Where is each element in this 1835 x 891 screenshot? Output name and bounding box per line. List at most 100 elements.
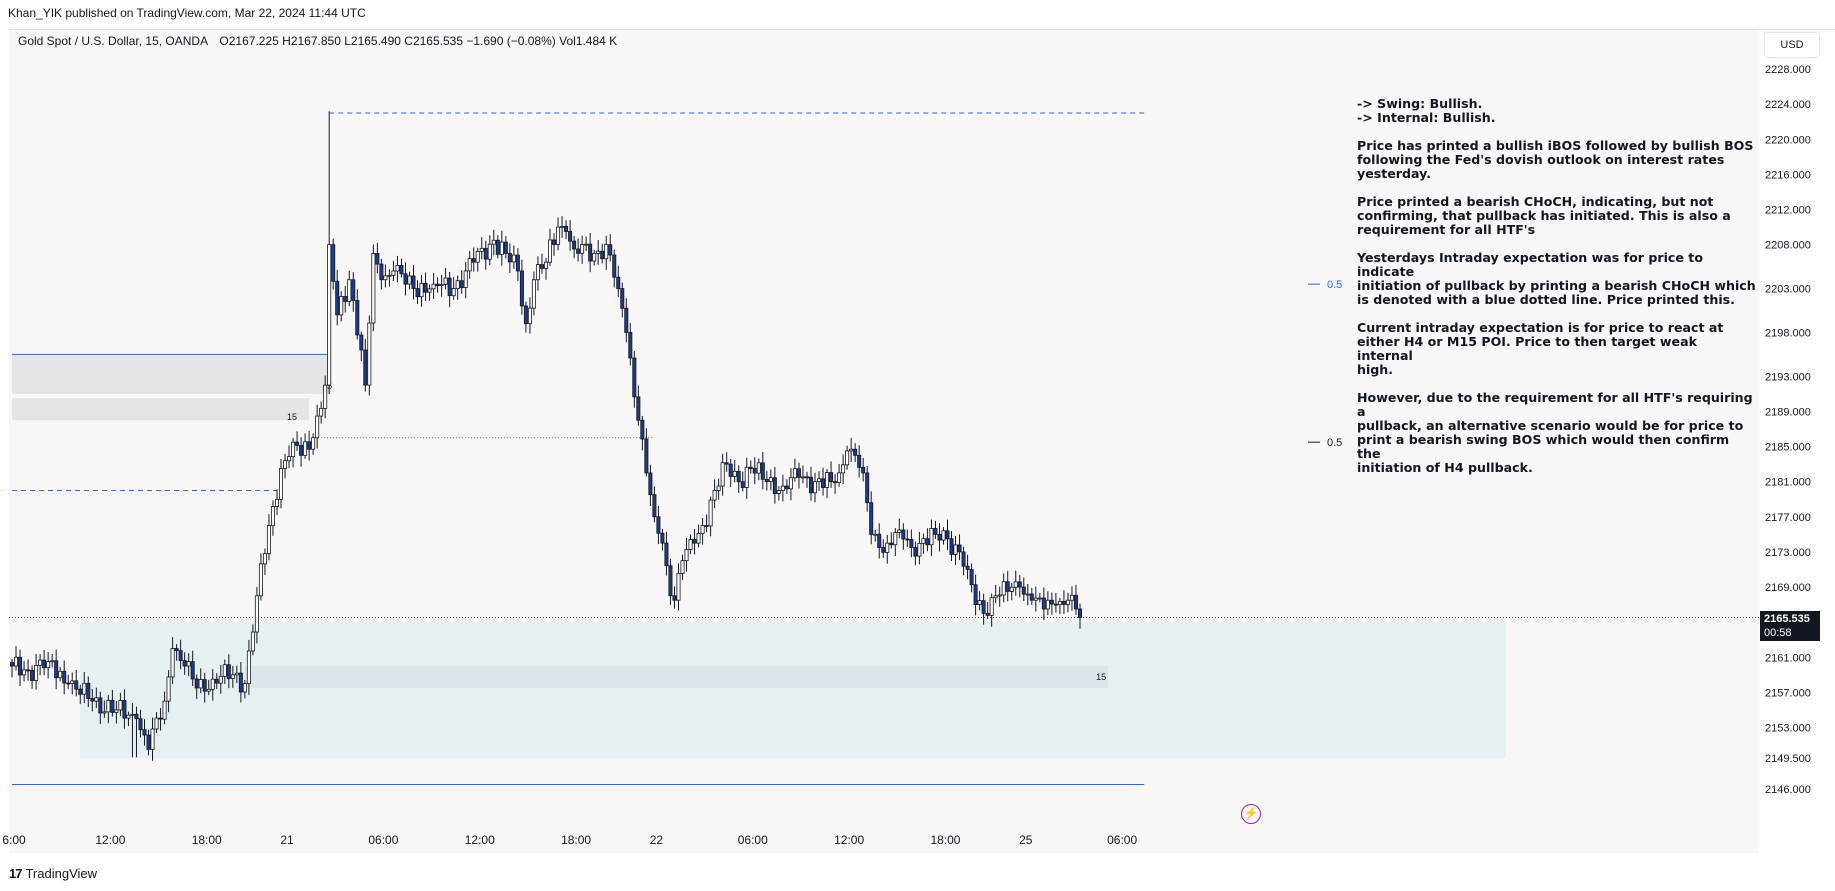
note-paragraph: However, due to the requirement for all … <box>1357 391 1757 475</box>
bear-candle <box>423 282 428 293</box>
note-line: initiation of H4 pullback. <box>1357 460 1533 475</box>
bear-candle <box>1029 593 1034 601</box>
bull-candle <box>548 239 553 263</box>
note-line: yesterday. <box>1357 166 1431 181</box>
y-tick-label: 2193.000 <box>1765 371 1811 383</box>
bull-candle <box>680 560 685 574</box>
x-tick-label: 18:00 <box>561 833 591 847</box>
bear-candle <box>9 662 14 667</box>
y-tick-label: 2220.000 <box>1765 134 1811 146</box>
bear-candle <box>961 551 966 567</box>
bull-candle <box>825 472 830 488</box>
bull-candle <box>311 437 316 450</box>
bull-candle <box>1045 599 1050 610</box>
bear-candle <box>672 595 677 601</box>
bear-candle <box>190 661 195 680</box>
bull-candle <box>708 499 713 527</box>
note-line: print a bearish swing BOS which would th… <box>1357 432 1730 461</box>
x-tick-label: 06:00 <box>368 833 398 847</box>
fib-label: 0.5 <box>1327 279 1342 291</box>
bull-candle <box>150 728 155 750</box>
bear-candle <box>42 659 47 669</box>
bear-candle <box>146 734 151 750</box>
bull-candle <box>780 485 785 491</box>
note-line: initiation of pullback by printing a bea… <box>1357 278 1756 293</box>
x-tick-label: 18:00 <box>192 833 222 847</box>
bear-candle <box>937 533 942 541</box>
bear-candle <box>523 305 528 325</box>
y-tick-label: 2212.000 <box>1765 205 1811 217</box>
bear-candle <box>1049 599 1054 605</box>
bear-candle <box>985 612 990 616</box>
bull-candle <box>118 700 123 711</box>
bull-candle <box>439 284 444 287</box>
bear-candle <box>660 532 665 544</box>
bear-candle <box>30 670 35 681</box>
bear-candle <box>857 454 862 468</box>
bull-candle <box>941 530 946 541</box>
bear-candle <box>158 717 163 720</box>
x-tick-label: 12:00 <box>95 833 125 847</box>
bear-candle <box>307 441 312 450</box>
bull-candle <box>788 477 793 490</box>
internal-bias: -> Internal: Bullish. <box>1357 110 1496 125</box>
bull-candle <box>776 490 781 494</box>
bear-candle <box>889 542 894 546</box>
bull-candle <box>291 441 296 457</box>
bull-candle <box>126 714 131 719</box>
bear-candle <box>1005 581 1010 592</box>
bear-candle <box>740 481 745 488</box>
bull-candle <box>198 679 203 689</box>
bear-candle <box>692 539 697 544</box>
bear-candle <box>612 254 617 278</box>
bull-candle <box>274 498 279 507</box>
bull-candle <box>186 661 191 667</box>
bear-candle <box>965 565 970 570</box>
bear-candle <box>403 273 408 285</box>
volume-value: Vol1.484 K <box>559 34 618 48</box>
bull-candle <box>315 415 320 439</box>
bear-candle <box>351 279 356 301</box>
bear-candle <box>833 481 838 484</box>
bear-candle <box>853 448 858 456</box>
bull-candle <box>102 711 107 714</box>
bear-candle <box>644 438 649 474</box>
y-tick-label: 2177.000 <box>1765 512 1811 524</box>
currency-button[interactable]: USD <box>1764 32 1820 58</box>
bull-candle <box>463 270 468 289</box>
ohlc-close: C2165.535 <box>404 34 464 48</box>
y-tick-label: 2189.000 <box>1765 406 1811 418</box>
bull-candle <box>283 460 288 469</box>
bull-candle <box>491 239 496 245</box>
bull-candle <box>813 481 818 494</box>
bear-candle <box>1021 586 1026 595</box>
bear-candle <box>495 239 500 255</box>
bull-candle <box>347 279 352 302</box>
bear-candle <box>359 334 364 351</box>
bear-candle <box>447 277 452 297</box>
note-line: requirement for all HTF's <box>1357 222 1536 237</box>
ohlc-open: O2167.225 <box>219 34 279 48</box>
bull-candle <box>897 529 902 533</box>
footer-brand[interactable]: 17 TradingView <box>9 866 97 881</box>
ohlc-low: L2165.490 <box>344 34 401 48</box>
lightning-bolt-icon[interactable]: ⚡ <box>1241 804 1261 824</box>
bull-candle <box>688 539 693 550</box>
bull-candle <box>419 282 424 298</box>
symbol-name[interactable]: Gold Spot / U.S. Dollar, 15, OANDA <box>18 34 209 48</box>
bear-candle <box>865 472 870 504</box>
note-line: Yesterdays Intraday expectation was for … <box>1357 250 1703 279</box>
bear-candle <box>640 419 645 440</box>
bear-candle <box>1077 608 1082 618</box>
bear-candle <box>796 468 801 478</box>
ohlc-high: H2167.850 <box>282 34 341 48</box>
note-line: high. <box>1357 362 1394 377</box>
bull-candle <box>206 688 211 692</box>
bear-candle <box>933 528 938 535</box>
bear-candle <box>194 678 199 689</box>
bull-candle <box>34 664 39 681</box>
bull-candle <box>287 456 292 462</box>
bull-candle <box>592 253 597 262</box>
poi-zone <box>244 666 1109 688</box>
